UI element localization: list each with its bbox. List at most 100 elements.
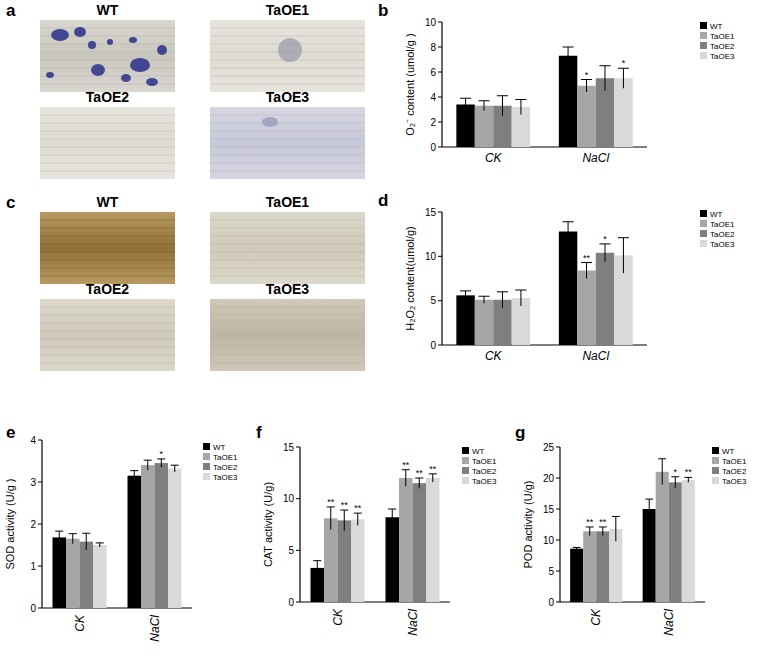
- y-axis: [299, 447, 300, 602]
- y-tick-label: 10: [425, 251, 437, 262]
- error-stem: [568, 222, 569, 242]
- stain-spot: [278, 38, 302, 62]
- bar: [456, 295, 474, 345]
- y-tick-label: 4: [430, 92, 436, 103]
- legend-swatch: [712, 447, 719, 454]
- significance: *: [585, 70, 589, 80]
- leaf-image: [210, 20, 365, 92]
- y-tick-label: 10: [543, 535, 555, 546]
- leaf-vein: [210, 252, 365, 253]
- error-stem: [392, 509, 393, 526]
- y-axis-label: H₂O₂ content(umol/g): [404, 226, 416, 331]
- error-stem: [568, 47, 569, 65]
- legend-label: TaOE1: [213, 453, 238, 462]
- error-stem: [59, 531, 60, 544]
- stain-spot: [91, 64, 105, 76]
- error-stem: [520, 290, 521, 306]
- y-tick: [438, 47, 442, 48]
- y-tick-label: 2: [430, 117, 436, 128]
- bar: [614, 78, 632, 147]
- error-stem: [419, 478, 420, 488]
- legend-swatch: [462, 447, 469, 454]
- error-stem: [161, 459, 162, 467]
- y-tick: [438, 97, 442, 98]
- error-bar: [581, 80, 592, 93]
- y-axis: [441, 22, 442, 147]
- y-tick-label: 15: [283, 442, 295, 453]
- category-label: NaCl: [406, 609, 420, 636]
- figure: aWTTaOE1TaOE2TaOE3cWTTaOE1TaOE2TaOE3b024…: [0, 0, 778, 668]
- error-stem: [147, 460, 148, 470]
- error-bar: [96, 543, 104, 547]
- error-stem: [604, 66, 605, 91]
- significance: **: [685, 467, 693, 477]
- category-label: CK: [73, 614, 87, 632]
- error-stem: [432, 474, 433, 482]
- leaf-vein: [40, 28, 175, 29]
- error-bar: [573, 547, 581, 549]
- plot-area: [456, 222, 632, 345]
- significance: *: [159, 449, 163, 459]
- error-bar: [612, 516, 620, 541]
- legend-label: TaOE3: [710, 52, 735, 61]
- leaf-vein: [40, 52, 175, 53]
- bar: [66, 539, 80, 608]
- error-bar: [354, 513, 362, 525]
- leaf-vein: [40, 171, 175, 172]
- error-stem: [405, 470, 406, 487]
- legend-swatch: [700, 52, 707, 59]
- y-tick-label: 15: [543, 504, 555, 515]
- panel-letter: g: [515, 423, 525, 442]
- category-label: NaCl: [662, 609, 676, 636]
- y-tick: [438, 147, 442, 148]
- bar: [413, 483, 427, 602]
- bar: [386, 517, 400, 602]
- y-tick-label: 5: [288, 545, 294, 556]
- significance: **: [599, 517, 607, 527]
- y-axis-label: O₂⁻ content (umol/g ): [404, 33, 416, 135]
- y-tick: [296, 447, 300, 448]
- leaf-vein: [40, 155, 175, 156]
- error-stem: [174, 465, 175, 472]
- bar: [596, 253, 614, 345]
- error-stem: [134, 471, 135, 481]
- leaf-vein: [40, 139, 175, 140]
- leaf-vein: [40, 244, 175, 245]
- y-tick-label: 15: [425, 207, 437, 218]
- error-bar: [478, 101, 489, 111]
- legend-label: TaOE2: [710, 230, 735, 239]
- legend-label: TaOE2: [722, 467, 747, 476]
- y-tick-label: 0: [288, 597, 294, 608]
- error-stem: [586, 80, 587, 93]
- category-label: CK: [485, 349, 503, 363]
- bar: [93, 545, 107, 608]
- category-label: CK: [589, 608, 603, 626]
- stain-spot: [157, 45, 167, 55]
- y-tick: [296, 602, 300, 603]
- error-stem: [604, 244, 605, 262]
- error-bar: [618, 238, 629, 273]
- leaf-vein: [210, 123, 365, 124]
- error-cap: [478, 100, 489, 101]
- error-stem: [357, 513, 358, 525]
- legend-swatch: [700, 230, 707, 237]
- panel-letter: e: [6, 423, 15, 442]
- error-bar: [497, 96, 508, 116]
- legend-label: TaOE2: [472, 467, 497, 476]
- error-cap: [388, 509, 396, 510]
- error-cap: [563, 221, 574, 222]
- error-bar: [497, 292, 508, 308]
- panel-letter: b: [378, 1, 388, 20]
- legend-label: TaOE1: [710, 32, 735, 41]
- error-stem: [344, 510, 345, 531]
- significance: **: [402, 460, 410, 470]
- legend-label: TaOE3: [472, 477, 497, 486]
- stain-spot: [129, 37, 137, 43]
- legend-label: WT: [710, 22, 723, 31]
- error-cap: [460, 98, 471, 99]
- error-bar: [327, 507, 335, 530]
- category-label: CK: [485, 151, 503, 165]
- y-tick: [438, 300, 442, 301]
- leaf-vein: [210, 363, 365, 364]
- leaf-vein: [210, 244, 365, 245]
